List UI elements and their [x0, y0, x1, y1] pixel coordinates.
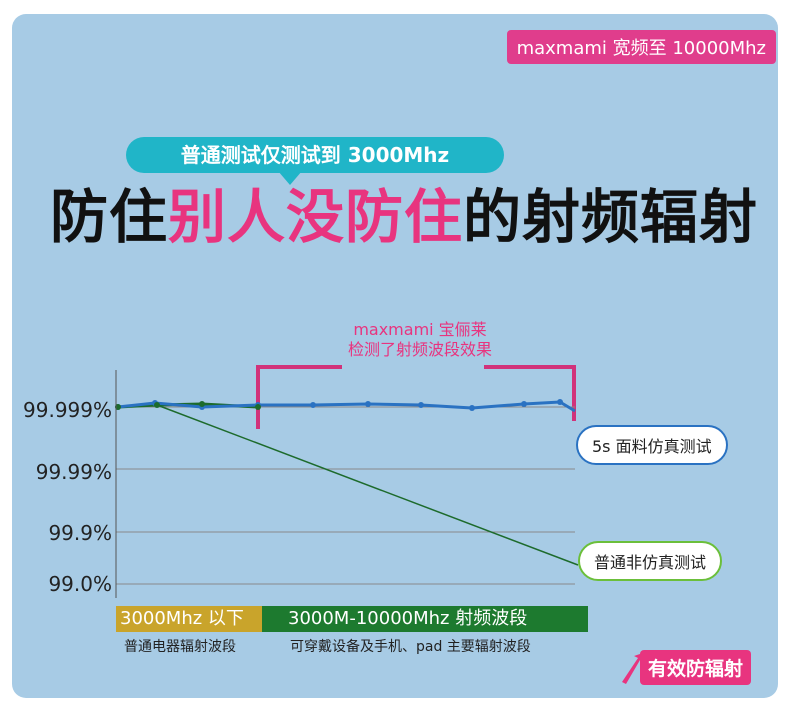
headline: 防住别人没防住的射频辐射 — [50, 170, 790, 254]
band-high: 3000M-10000Mhz 射频波段 — [262, 606, 588, 632]
headline-part2: 别人没防住 — [168, 183, 464, 251]
callout-normal-test: 普通非仿真测试 — [578, 541, 723, 581]
bracket-right — [484, 365, 576, 421]
y-label-9999: 99.99% — [35, 460, 112, 484]
bracket-left — [256, 365, 342, 429]
note-line1: maxmami 宝俪莱 — [353, 320, 487, 339]
effect-label: 有效防辐射 — [640, 650, 752, 685]
headline-part1: 防住 — [50, 183, 169, 251]
fabric-test-point — [521, 401, 527, 407]
detection-note: maxmami 宝俪莱 检测了射频波段效果 — [300, 320, 540, 360]
fabric-test-point — [469, 405, 475, 411]
grid-lines — [116, 406, 575, 585]
normal-test-point — [199, 401, 205, 407]
fabric-test-point — [418, 402, 424, 408]
fabric-test-point — [557, 399, 563, 405]
normal-test-point — [255, 404, 261, 410]
top-badge: 普通测试仅测试到 3000Mhz — [126, 137, 504, 185]
badge-tail — [278, 171, 302, 185]
band-low: 3000Mhz 以下 — [116, 606, 262, 632]
note-line2: 检测了射频波段效果 — [347, 340, 492, 359]
series-normal-test-decline — [156, 404, 579, 566]
normal-test-point — [154, 402, 160, 408]
fabric-test-point — [310, 402, 316, 408]
y-label-990: 99.0% — [48, 572, 112, 596]
headline-part3: 的射频辐射 — [463, 183, 759, 251]
band-low-desc: 普通电器辐射波段 — [124, 639, 236, 655]
band-high-desc: 可穿戴设备及手机、pad 主要辐射波段 — [290, 639, 531, 655]
fabric-test-point — [365, 401, 371, 407]
callout-fabric-test: 5s 面料仿真测试 — [576, 425, 728, 465]
y-label-999: 99.9% — [48, 521, 112, 545]
top-badge-text: 普通测试仅测试到 3000Mhz — [180, 143, 450, 167]
y-label-99999: 99.999% — [23, 398, 112, 422]
brand-badge: maxmami 宽频至 10000Mhz — [506, 30, 776, 64]
